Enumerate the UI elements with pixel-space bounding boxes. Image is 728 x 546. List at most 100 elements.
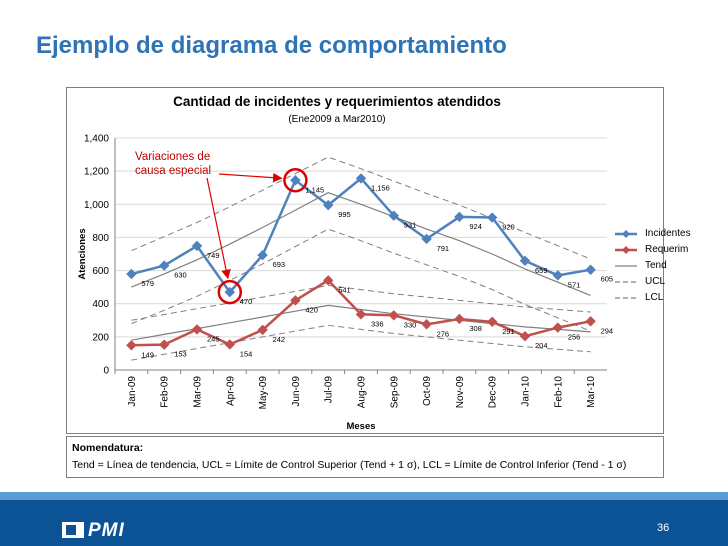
y-axis-title: Atenciones (77, 228, 88, 279)
legend-label: UCL (645, 276, 666, 287)
data-label: 605 (601, 275, 614, 284)
data-point (290, 175, 301, 186)
x-tick-label: Jan-09 (127, 376, 138, 407)
data-point (519, 330, 531, 342)
pmi-logo-text: PMI (88, 520, 125, 541)
special-cause-annotation: Variaciones de causa especial (135, 150, 211, 178)
pmi-logo-icon (62, 522, 84, 538)
data-label: 420 (305, 305, 318, 314)
data-point (257, 249, 268, 261)
data-label: 294 (601, 326, 614, 335)
data-point (585, 264, 596, 275)
y-tick-label: 200 (92, 332, 109, 343)
series-line-reference-7 (131, 324, 591, 361)
footer-stripe (0, 492, 728, 500)
data-label: 920 (502, 223, 515, 232)
series-line-incidentes (131, 176, 591, 295)
data-point (158, 339, 170, 350)
data-point (421, 319, 432, 330)
legend-item-tend: Tend (615, 259, 707, 275)
series-line-ucl (131, 156, 591, 260)
x-tick-label: Jun-09 (291, 376, 302, 407)
data-point (486, 212, 498, 223)
data-point (519, 255, 531, 267)
data-label: 154 (240, 349, 253, 358)
x-tick-label: May-09 (258, 376, 269, 410)
data-point (224, 286, 236, 298)
data-label: 336 (371, 319, 384, 328)
x-tick-label: Jan-10 (521, 376, 532, 407)
series-line-lcl (131, 228, 591, 332)
pmi-logo: PMI (62, 520, 125, 542)
x-tick-label: Apr-09 (225, 376, 236, 406)
data-label: 256 (568, 333, 581, 342)
chart-subtitle: (Ene2009 a Mar2010) (288, 114, 386, 125)
data-point (322, 199, 334, 211)
data-point (257, 324, 268, 336)
data-label: 242 (273, 335, 286, 344)
data-label: 630 (174, 271, 187, 280)
nomenclature-text: Tend = Línea de tendencia, UCL = Límite … (72, 459, 627, 471)
data-label: 330 (404, 320, 417, 329)
data-point (388, 310, 400, 321)
legend-label: Requerim (645, 244, 689, 255)
chart-frame: Cantidad de incidentes y requerimientos … (66, 87, 691, 434)
data-point (355, 173, 367, 184)
data-label: 470 (240, 297, 253, 306)
data-label: 693 (273, 260, 286, 269)
data-label: 153 (174, 350, 187, 359)
legend-swatch-marker (622, 230, 630, 238)
data-label: 995 (338, 210, 351, 219)
x-tick-label: Dec-09 (488, 376, 499, 409)
data-label: 1,156 (371, 183, 390, 192)
legend-item-lcl: LCL (615, 291, 707, 307)
data-label: 245 (207, 334, 220, 343)
data-label: 308 (469, 324, 482, 333)
x-tick-label: Jul-09 (324, 376, 335, 404)
data-point (486, 316, 498, 327)
data-label: 276 (437, 329, 450, 338)
data-label: 1,145 (305, 185, 324, 194)
data-point (421, 233, 432, 245)
data-point (191, 324, 203, 335)
data-point (191, 240, 203, 252)
data-point (158, 260, 170, 271)
annotation-arrow (206, 177, 231, 280)
data-point (454, 313, 465, 325)
data-point (552, 270, 564, 281)
chart-legend: Incidentes Requerim Tend UCL LCL (615, 227, 707, 307)
highlight-circle (283, 168, 308, 193)
data-point (126, 268, 137, 280)
legend-item-incidentes: Incidentes (615, 227, 707, 243)
y-tick-label: 400 (92, 299, 109, 310)
x-axis-title: Meses (346, 421, 375, 432)
slide-title: Ejemplo de diagrama de comportamiento (36, 32, 507, 59)
legend-label: Incidentes (645, 228, 691, 239)
data-label: 924 (469, 222, 482, 231)
annotation-line-1: Variaciones de (135, 151, 211, 163)
x-tick-label: Feb-09 (160, 376, 171, 408)
legend-swatch (615, 230, 637, 238)
x-tick-label: Sep-09 (389, 376, 400, 409)
x-tick-label: Nov-09 (455, 376, 466, 409)
x-tick-label: Aug-09 (357, 376, 368, 409)
data-label: 931 (404, 221, 417, 230)
data-point (454, 211, 465, 223)
y-tick-label: 0 (103, 366, 109, 377)
x-tick-label: Mar-10 (586, 376, 597, 408)
series-line-tend (131, 192, 591, 296)
data-label: 749 (207, 251, 220, 260)
data-point (585, 316, 596, 327)
x-tick-label: Feb-10 (553, 376, 564, 408)
annotation-line-2: causa especial (135, 165, 212, 177)
x-tick-label: Oct-09 (422, 376, 433, 406)
data-label: 291 (502, 327, 515, 336)
chart-title: Cantidad de incidentes y requerimientos … (173, 94, 501, 109)
data-point (322, 275, 334, 286)
x-tick-label: Mar-09 (193, 376, 204, 408)
y-tick-label: 800 (92, 233, 109, 244)
legend-swatch (615, 281, 637, 283)
legend-label: Tend (645, 260, 667, 271)
data-point (290, 295, 301, 306)
footer-bar (0, 492, 728, 546)
